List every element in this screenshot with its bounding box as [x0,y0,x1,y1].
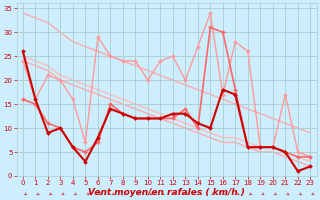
X-axis label: Vent moyen/en rafales ( km/h ): Vent moyen/en rafales ( km/h ) [88,188,245,197]
